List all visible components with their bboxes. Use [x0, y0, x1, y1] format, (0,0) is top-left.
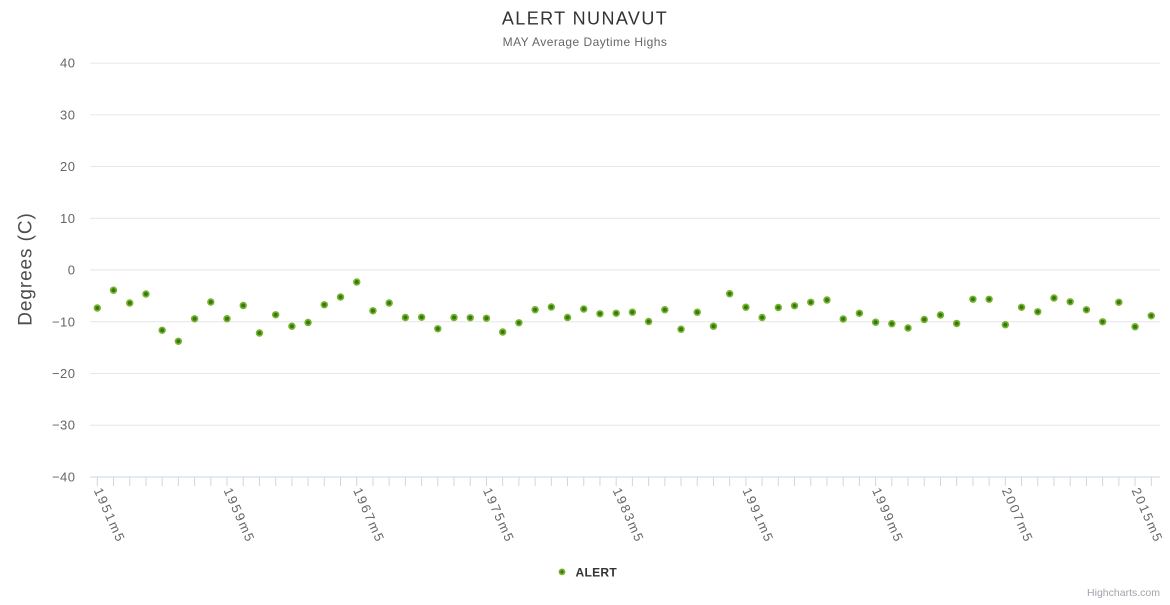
svg-text:−10: −10	[52, 314, 76, 329]
svg-text:−30: −30	[52, 418, 76, 433]
svg-text:Degrees (C): Degrees (C)	[16, 212, 37, 325]
svg-text:−20: −20	[52, 366, 76, 381]
svg-text:30: 30	[60, 107, 75, 122]
svg-text:0: 0	[68, 263, 76, 278]
svg-text:−40: −40	[52, 469, 76, 484]
svg-text:ALERT: ALERT	[576, 565, 618, 579]
svg-text:Highcharts.com: Highcharts.com	[1087, 587, 1160, 599]
svg-text:40: 40	[60, 56, 75, 71]
svg-text:10: 10	[60, 211, 75, 226]
svg-text:MAY Average Daytime Highs: MAY Average Daytime Highs	[503, 35, 668, 49]
svg-text:20: 20	[60, 159, 75, 174]
svg-text:ALERT NUNAVUT: ALERT NUNAVUT	[502, 9, 668, 29]
